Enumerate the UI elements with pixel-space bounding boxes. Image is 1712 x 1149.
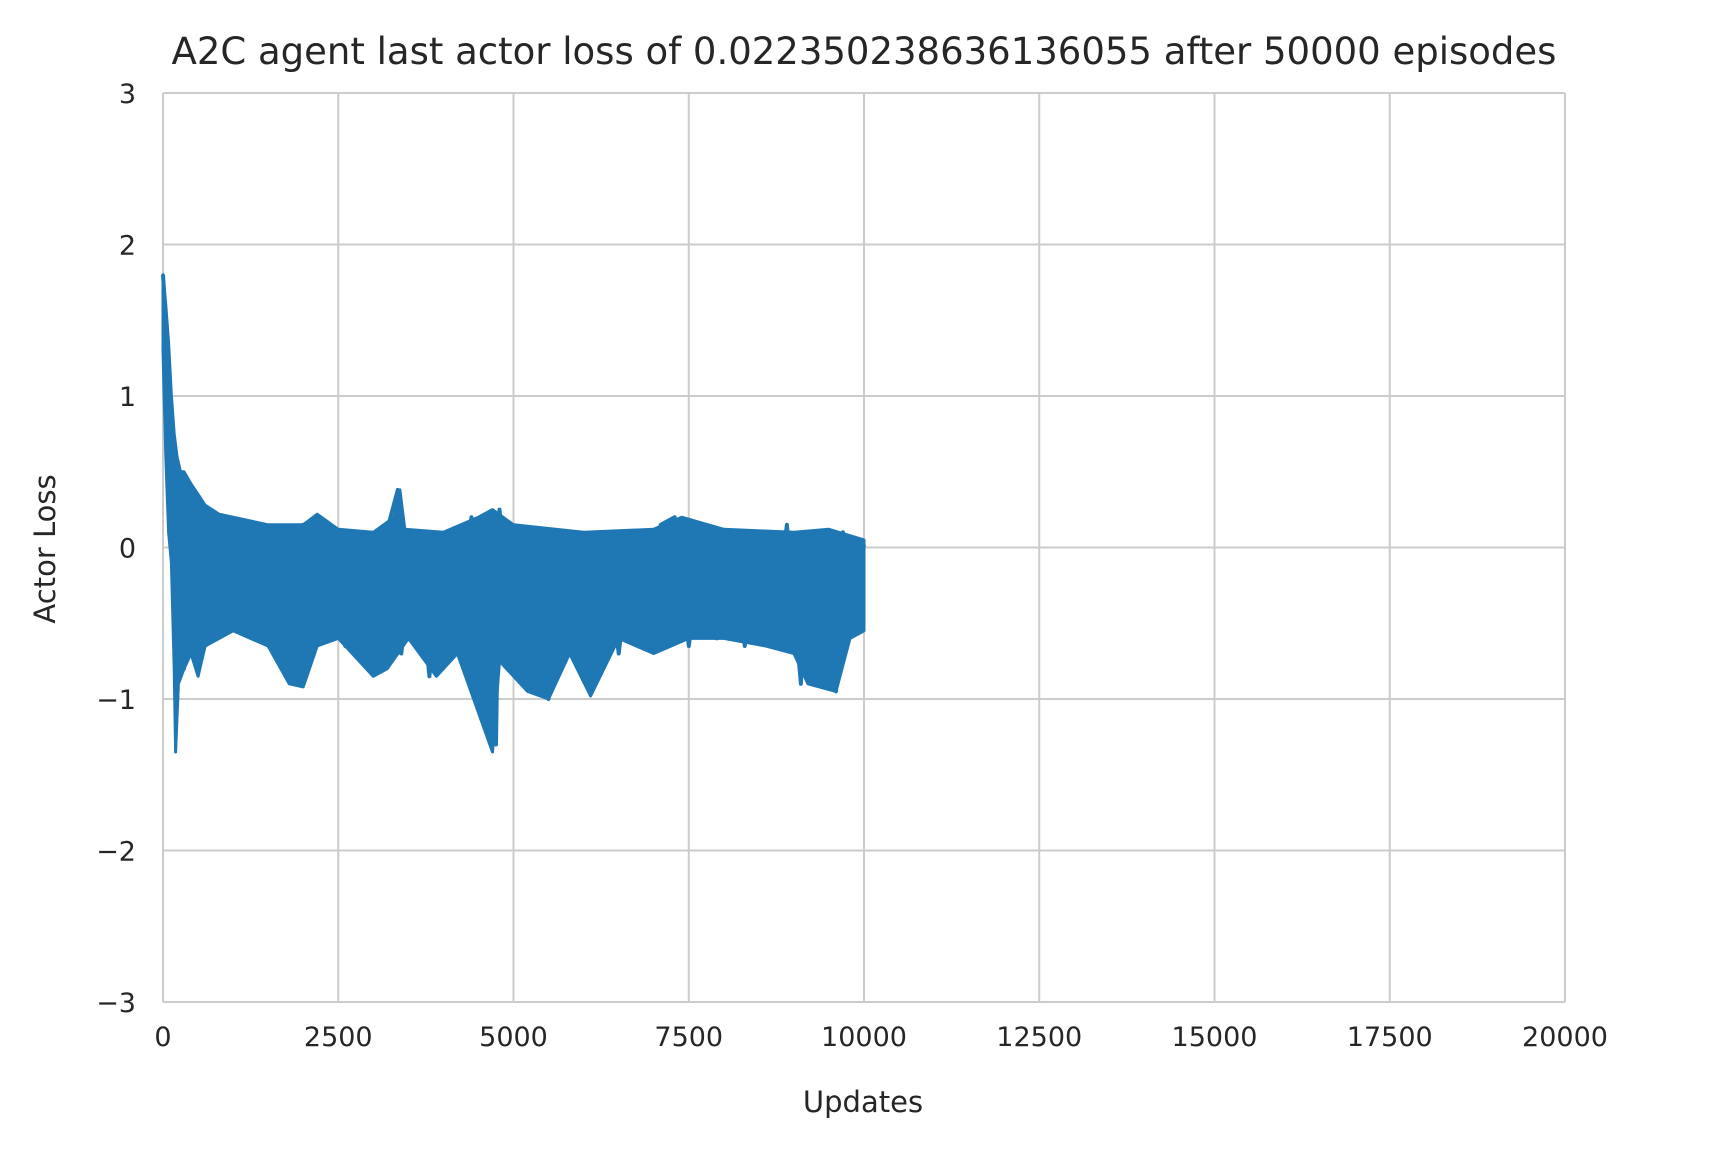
x-tick-label: 7500 (654, 1022, 723, 1053)
x-tick-label: 15000 (1172, 1022, 1258, 1053)
grid (162, 92, 1566, 1003)
x-axis-label: Updates (803, 1085, 923, 1119)
x-tick-label: 5000 (479, 1022, 548, 1053)
x-axis-ticks: 0 2500 5000 7500 10000 12500 15000 17500 20000 (154, 1022, 1608, 1053)
y-axis-ticks: −3 −2 −1 0 1 2 3 (96, 79, 136, 1019)
x-tick-label: 0 (154, 1022, 171, 1053)
y-tick-label: −3 (96, 988, 136, 1019)
x-tick-label: 20000 (1522, 1022, 1608, 1053)
y-tick-label: 0 (119, 534, 136, 565)
y-tick-label: −2 (96, 837, 136, 868)
y-tick-label: 1 (119, 382, 136, 413)
y-tick-label: 3 (119, 79, 136, 110)
loss-line (161, 274, 866, 747)
chart-title: A2C agent last actor loss of 0.022350238… (172, 30, 1557, 73)
x-tick-label: 17500 (1347, 1022, 1433, 1053)
y-tick-label: −1 (96, 685, 136, 716)
x-tick-label: 2500 (304, 1022, 373, 1053)
data-series (161, 273, 866, 754)
y-tick-label: 2 (119, 231, 136, 262)
x-tick-label: 10000 (821, 1022, 907, 1053)
y-axis-label: Actor Loss (28, 474, 62, 623)
x-tick-label: 12500 (996, 1022, 1082, 1053)
